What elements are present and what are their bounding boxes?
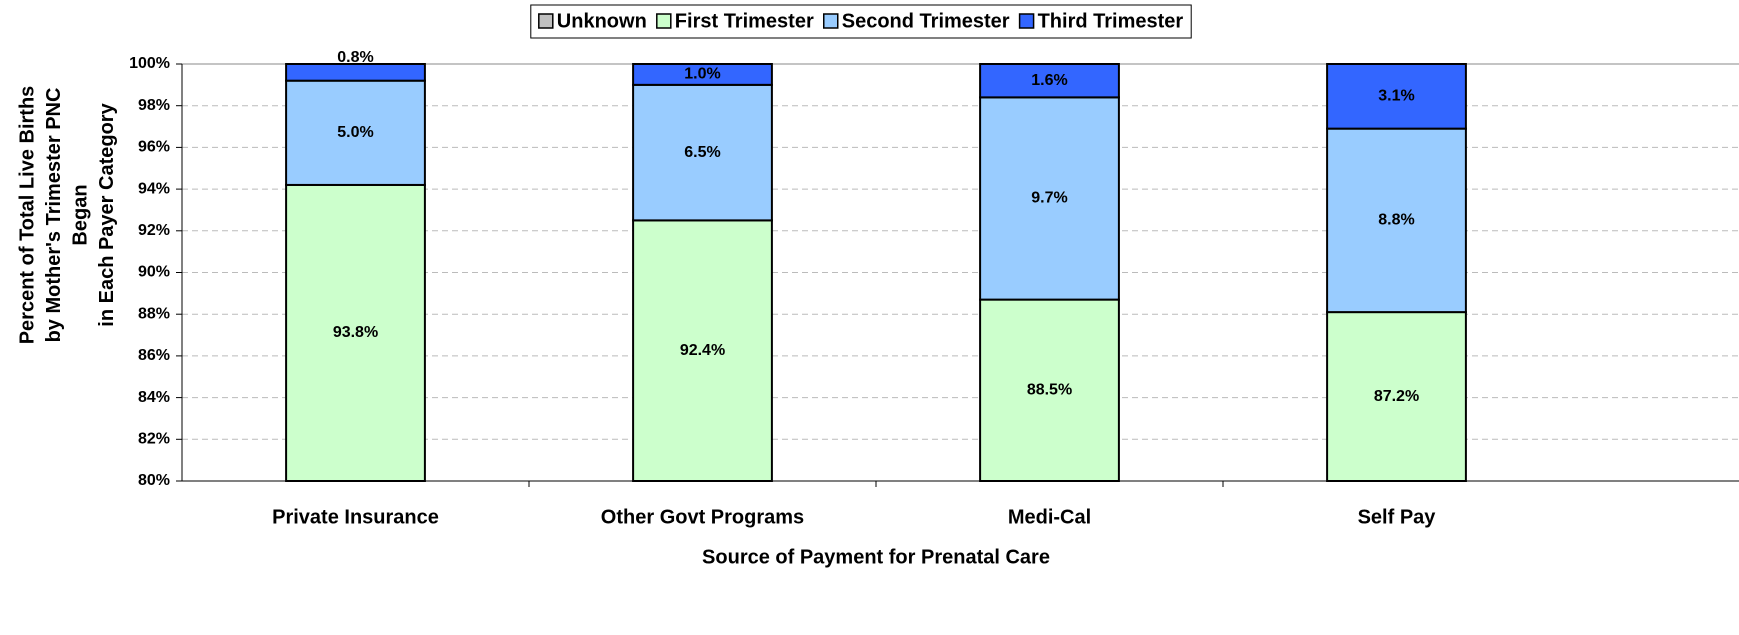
bar-segment xyxy=(1326,63,1467,130)
legend-label: Unknown xyxy=(557,10,647,32)
x-tick-label: Medi-Cal xyxy=(1008,506,1091,528)
data-label: 92.4% xyxy=(680,342,725,359)
data-label: 1.6% xyxy=(1031,72,1067,89)
y-tick-label: 100% xyxy=(129,55,170,72)
y-tick-label: 82% xyxy=(138,431,170,448)
y-tick-label: 86% xyxy=(138,347,170,364)
bar-segment xyxy=(979,96,1120,301)
x-tick-label: Other Govt Programs xyxy=(601,506,804,528)
y-axis-label-line: Percent of Total Live Births xyxy=(16,86,38,345)
bar-segment xyxy=(1326,311,1467,482)
legend-label: Third Trimester xyxy=(1038,10,1184,32)
bar-segment xyxy=(1326,127,1467,314)
legend: Unknown First Trimester Second Trimester Th… xyxy=(530,4,1192,39)
data-label: 88.5% xyxy=(1027,382,1072,399)
legend-marker xyxy=(538,13,554,29)
y-axis-label-line: in Each Payer Category xyxy=(96,102,118,326)
y-tick-label: 94% xyxy=(138,180,170,197)
data-label: 1.0% xyxy=(684,66,720,83)
data-label: 3.1% xyxy=(1378,88,1414,105)
bar-segment xyxy=(285,63,426,82)
y-tick-label: 90% xyxy=(138,264,170,281)
legend-label: First Trimester xyxy=(675,10,814,32)
data-label: 6.5% xyxy=(684,144,720,161)
data-label: 5.0% xyxy=(337,124,373,141)
y-tick-label: 88% xyxy=(138,305,170,322)
x-tick-label: Private Insurance xyxy=(272,506,439,528)
y-axis-label-line: Began xyxy=(69,184,91,245)
y-tick-label: 96% xyxy=(138,139,170,156)
y-tick-label: 92% xyxy=(138,222,170,239)
data-label: 9.7% xyxy=(1031,190,1067,207)
bar-segment xyxy=(285,183,426,482)
x-axis-label: Source of Payment for Prenatal Care xyxy=(702,546,1050,568)
data-label: 8.8% xyxy=(1378,212,1414,229)
legend-marker xyxy=(1018,13,1035,29)
legend-marker xyxy=(656,13,672,29)
y-tick-label: 80% xyxy=(138,472,170,489)
y-axis-label-line: by Mother's Trimester PNC xyxy=(43,88,65,343)
bar-segment xyxy=(285,79,426,186)
legend-marker xyxy=(823,13,839,29)
bar-segment xyxy=(632,219,773,482)
data-label: 93.8% xyxy=(333,324,378,341)
legend-label: Second Trimester xyxy=(842,10,1010,32)
y-tick-label: 98% xyxy=(138,97,170,114)
data-label: 0.8% xyxy=(337,49,373,66)
y-axis-label: Percent of Total Live Births by Mother's … xyxy=(16,86,118,345)
data-label: 87.2% xyxy=(1374,388,1419,405)
bar-segment xyxy=(632,63,773,86)
y-tick-label: 84% xyxy=(138,389,170,406)
legend-box xyxy=(530,4,1192,39)
x-tick-label: Self Pay xyxy=(1358,506,1437,528)
bar-segment xyxy=(979,63,1120,99)
bar-segment xyxy=(979,298,1120,483)
bar-segment xyxy=(632,83,773,222)
